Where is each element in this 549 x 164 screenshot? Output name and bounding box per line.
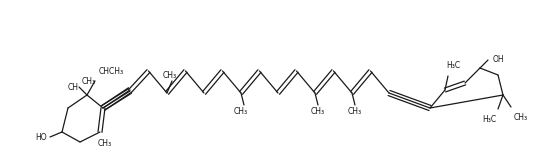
Text: H₃C: H₃C <box>446 62 460 71</box>
Text: CH₃: CH₃ <box>311 106 325 115</box>
Text: CHCH₃: CHCH₃ <box>99 66 124 75</box>
Text: H₃C: H₃C <box>482 114 496 123</box>
Text: OH: OH <box>492 55 504 64</box>
Text: CH₃: CH₃ <box>514 113 528 122</box>
Text: CH₃: CH₃ <box>234 106 248 115</box>
Text: CH₃: CH₃ <box>348 106 362 115</box>
Text: CH₃: CH₃ <box>163 71 177 80</box>
Text: CH: CH <box>68 82 79 92</box>
Text: HO: HO <box>35 133 47 142</box>
Text: CH₃: CH₃ <box>98 140 112 148</box>
Text: CH₃: CH₃ <box>82 76 96 85</box>
